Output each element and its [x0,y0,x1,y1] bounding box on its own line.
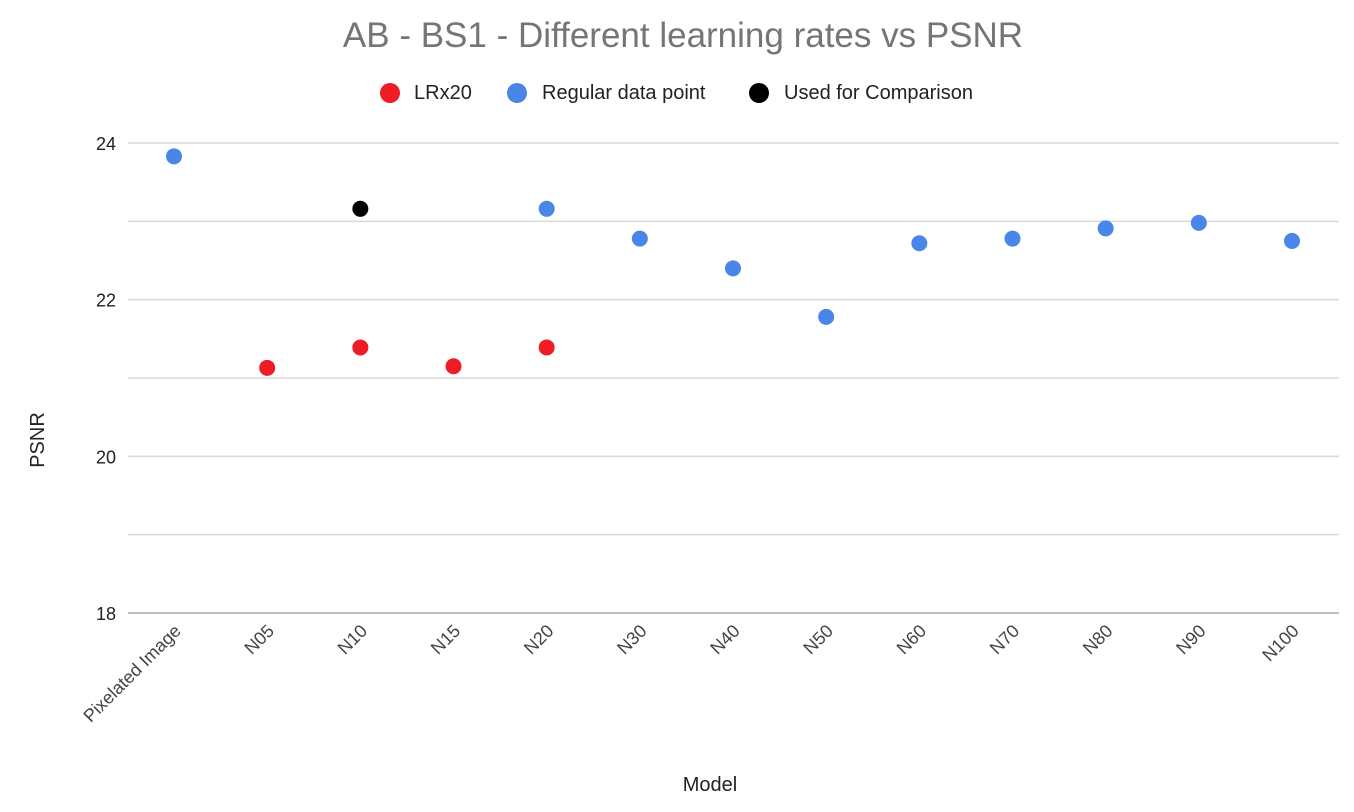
x-tick-label: N30 [613,621,650,658]
data-point [911,235,928,252]
y-tick-label: 18 [96,604,116,624]
x-tick-label: N15 [427,621,464,658]
legend-label: LRx20 [414,82,472,104]
x-tick-label: N05 [240,621,277,658]
data-point [818,308,835,325]
data-point [352,200,369,217]
data-point [445,358,462,375]
data-point [1004,230,1021,247]
x-tick-label: Pixelated Image [79,621,184,726]
legend-label: Regular data point [542,82,706,104]
x-axis-ticks: Pixelated Image N05 N10 N15 N20 N30 N40 N50 N60 N… [79,621,1302,726]
data-point [725,260,741,277]
chart-title: AB - BS1 - Different learning rates vs P… [343,16,1023,55]
y-axis-label: PSNR [27,412,49,468]
legend-marker [749,83,769,103]
x-axis-label: Model [683,774,737,796]
x-tick-label: N60 [893,621,930,658]
x-tick-label: N10 [334,621,371,658]
data-point [259,359,276,376]
data-point [538,200,555,217]
y-tick-label: 24 [96,134,116,154]
legend-marker [507,83,527,103]
x-tick-label: N40 [706,621,743,658]
data-point [631,230,648,247]
y-tick-label: 22 [96,291,116,311]
x-tick-label: N50 [799,621,836,658]
y-axis-ticks: 24 22 20 18 [96,134,116,624]
y-tick-label: 20 [96,447,116,467]
legend-marker [380,83,400,103]
data-point [1190,214,1207,231]
x-tick-label: N100 [1258,621,1303,666]
legend-label: Used for Comparison [784,82,973,104]
data-point [1097,220,1114,237]
x-tick-label: N80 [1079,621,1116,658]
x-tick-label: N20 [520,621,557,658]
data-point [352,339,369,356]
data-point [1284,232,1300,249]
x-tick-label: N90 [1172,621,1209,658]
x-tick-label: N70 [986,621,1023,658]
data-point [538,339,555,356]
data-points [166,148,1300,376]
legend: LRx20 Regular data point Used for Comparis… [380,82,973,104]
gridlines [128,142,1339,614]
data-point [166,148,182,165]
